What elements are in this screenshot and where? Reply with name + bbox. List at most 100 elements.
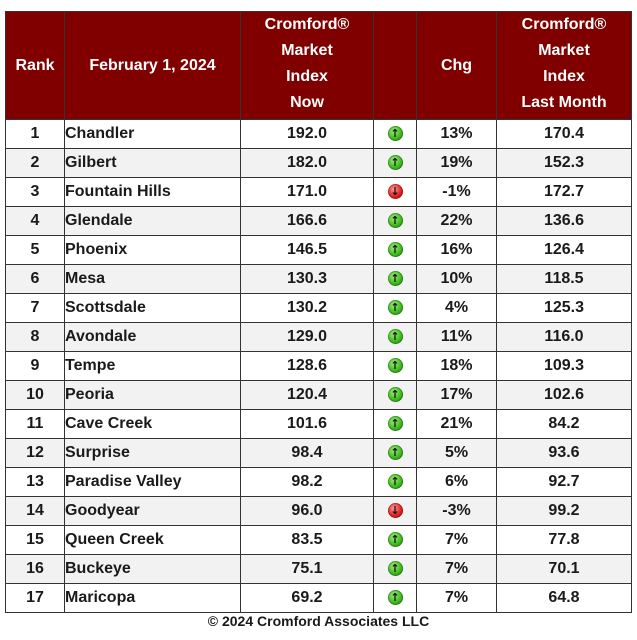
chg-cell: 6% [416, 467, 497, 497]
trend-cell: ↑ [373, 235, 417, 265]
table-row: 17 Maricopa 69.2 ↑ 7% 64.8 [5, 583, 632, 613]
index-now-cell: 146.5 [240, 235, 374, 265]
chg-header: Chg [416, 11, 497, 120]
chg-cell: 4% [416, 293, 497, 323]
down-arrow-icon: ↓ [387, 503, 403, 519]
index-now-cell: 130.2 [240, 293, 374, 323]
table-row: 9 Tempe 128.6 ↑ 18% 109.3 [5, 351, 632, 381]
index-last-month-cell: 93.6 [496, 438, 632, 468]
chg-cell: 11% [416, 322, 497, 352]
up-arrow-icon: ↑ [387, 387, 403, 403]
trend-cell: ↑ [373, 467, 417, 497]
index-last-month-cell: 109.3 [496, 351, 632, 381]
rank-cell: 12 [5, 438, 65, 468]
trend-cell: ↑ [373, 583, 417, 613]
rank-cell: 4 [5, 206, 65, 236]
index-now-cell: 120.4 [240, 380, 374, 410]
index-last-month-cell: 118.5 [496, 264, 632, 294]
city-cell: Gilbert [64, 148, 241, 178]
index-last-month-cell: 70.1 [496, 554, 632, 584]
trend-cell: ↑ [373, 322, 417, 352]
up-arrow-icon: ↑ [387, 126, 403, 142]
market-index-table: Rank February 1, 2024 Cromford® Market I… [5, 11, 632, 613]
index-now-cell: 75.1 [240, 554, 374, 584]
index-now-cell: 96.0 [240, 496, 374, 526]
index-now-header-line: Cromford® [264, 16, 350, 33]
city-cell: Scottsdale [64, 293, 241, 323]
rank-cell: 6 [5, 264, 65, 294]
city-cell: Phoenix [64, 235, 241, 265]
index-now-cell: 98.4 [240, 438, 374, 468]
trend-icon-header [373, 11, 417, 120]
rank-cell: 14 [5, 496, 65, 526]
up-arrow-icon: ↑ [387, 329, 403, 345]
chg-cell: 21% [416, 409, 497, 439]
table-row: 11 Cave Creek 101.6 ↑ 21% 84.2 [5, 409, 632, 439]
up-arrow-icon: ↑ [387, 271, 403, 287]
index-last-month-header: Cromford® Market Index Last Month [496, 11, 632, 120]
city-cell: Mesa [64, 264, 241, 294]
table-row: 12 Surprise 98.4 ↑ 5% 93.6 [5, 438, 632, 468]
chg-cell: 16% [416, 235, 497, 265]
chg-cell: 19% [416, 148, 497, 178]
rank-cell: 1 [5, 119, 65, 149]
index-now-cell: 166.6 [240, 206, 374, 236]
chg-cell: -1% [416, 177, 497, 207]
index-last-month-cell: 170.4 [496, 119, 632, 149]
rank-cell: 5 [5, 235, 65, 265]
table-row: 7 Scottsdale 130.2 ↑ 4% 125.3 [5, 293, 632, 323]
chg-cell: 13% [416, 119, 497, 149]
index-now-header: Cromford® Market Index Now [240, 11, 374, 120]
city-cell: Chandler [64, 119, 241, 149]
city-cell: Paradise Valley [64, 467, 241, 497]
table-row: 1 Chandler 192.0 ↑ 13% 170.4 [5, 119, 632, 149]
index-now-cell: 129.0 [240, 322, 374, 352]
down-arrow-icon: ↓ [387, 184, 403, 200]
rank-cell: 11 [5, 409, 65, 439]
chg-cell: 7% [416, 583, 497, 613]
city-cell: Cave Creek [64, 409, 241, 439]
index-now-cell: 83.5 [240, 525, 374, 555]
index-last-month-cell: 99.2 [496, 496, 632, 526]
city-cell: Buckeye [64, 554, 241, 584]
chg-cell: 18% [416, 351, 497, 381]
index-last-header-line: Index [543, 68, 585, 85]
index-last-month-cell: 84.2 [496, 409, 632, 439]
rank-cell: 16 [5, 554, 65, 584]
index-last-month-cell: 126.4 [496, 235, 632, 265]
trend-cell: ↓ [373, 496, 417, 526]
table-row: 15 Queen Creek 83.5 ↑ 7% 77.8 [5, 525, 632, 555]
trend-cell: ↓ [373, 177, 417, 207]
index-last-month-cell: 152.3 [496, 148, 632, 178]
rank-cell: 7 [5, 293, 65, 323]
index-now-cell: 171.0 [240, 177, 374, 207]
table-row: 13 Paradise Valley 98.2 ↑ 6% 92.7 [5, 467, 632, 497]
index-now-cell: 128.6 [240, 351, 374, 381]
chg-cell: 7% [416, 525, 497, 555]
up-arrow-icon: ↑ [387, 561, 403, 577]
rank-cell: 13 [5, 467, 65, 497]
rank-cell: 15 [5, 525, 65, 555]
up-arrow-icon: ↑ [387, 300, 403, 316]
index-now-cell: 182.0 [240, 148, 374, 178]
table-row: 6 Mesa 130.3 ↑ 10% 118.5 [5, 264, 632, 294]
city-cell: Maricopa [64, 583, 241, 613]
index-now-cell: 69.2 [240, 583, 374, 613]
index-last-header-line: Cromford® [521, 16, 607, 33]
up-arrow-icon: ↑ [387, 358, 403, 374]
trend-cell: ↑ [373, 380, 417, 410]
index-last-header-line: Last Month [521, 94, 607, 111]
index-now-header-line: Index [286, 68, 328, 85]
rank-cell: 3 [5, 177, 65, 207]
index-last-month-cell: 116.0 [496, 322, 632, 352]
trend-cell: ↑ [373, 554, 417, 584]
chg-cell: 10% [416, 264, 497, 294]
rank-cell: 8 [5, 322, 65, 352]
index-now-cell: 130.3 [240, 264, 374, 294]
up-arrow-icon: ↑ [387, 155, 403, 171]
city-cell: Tempe [64, 351, 241, 381]
chg-cell: -3% [416, 496, 497, 526]
index-now-cell: 192.0 [240, 119, 374, 149]
city-cell: Queen Creek [64, 525, 241, 555]
